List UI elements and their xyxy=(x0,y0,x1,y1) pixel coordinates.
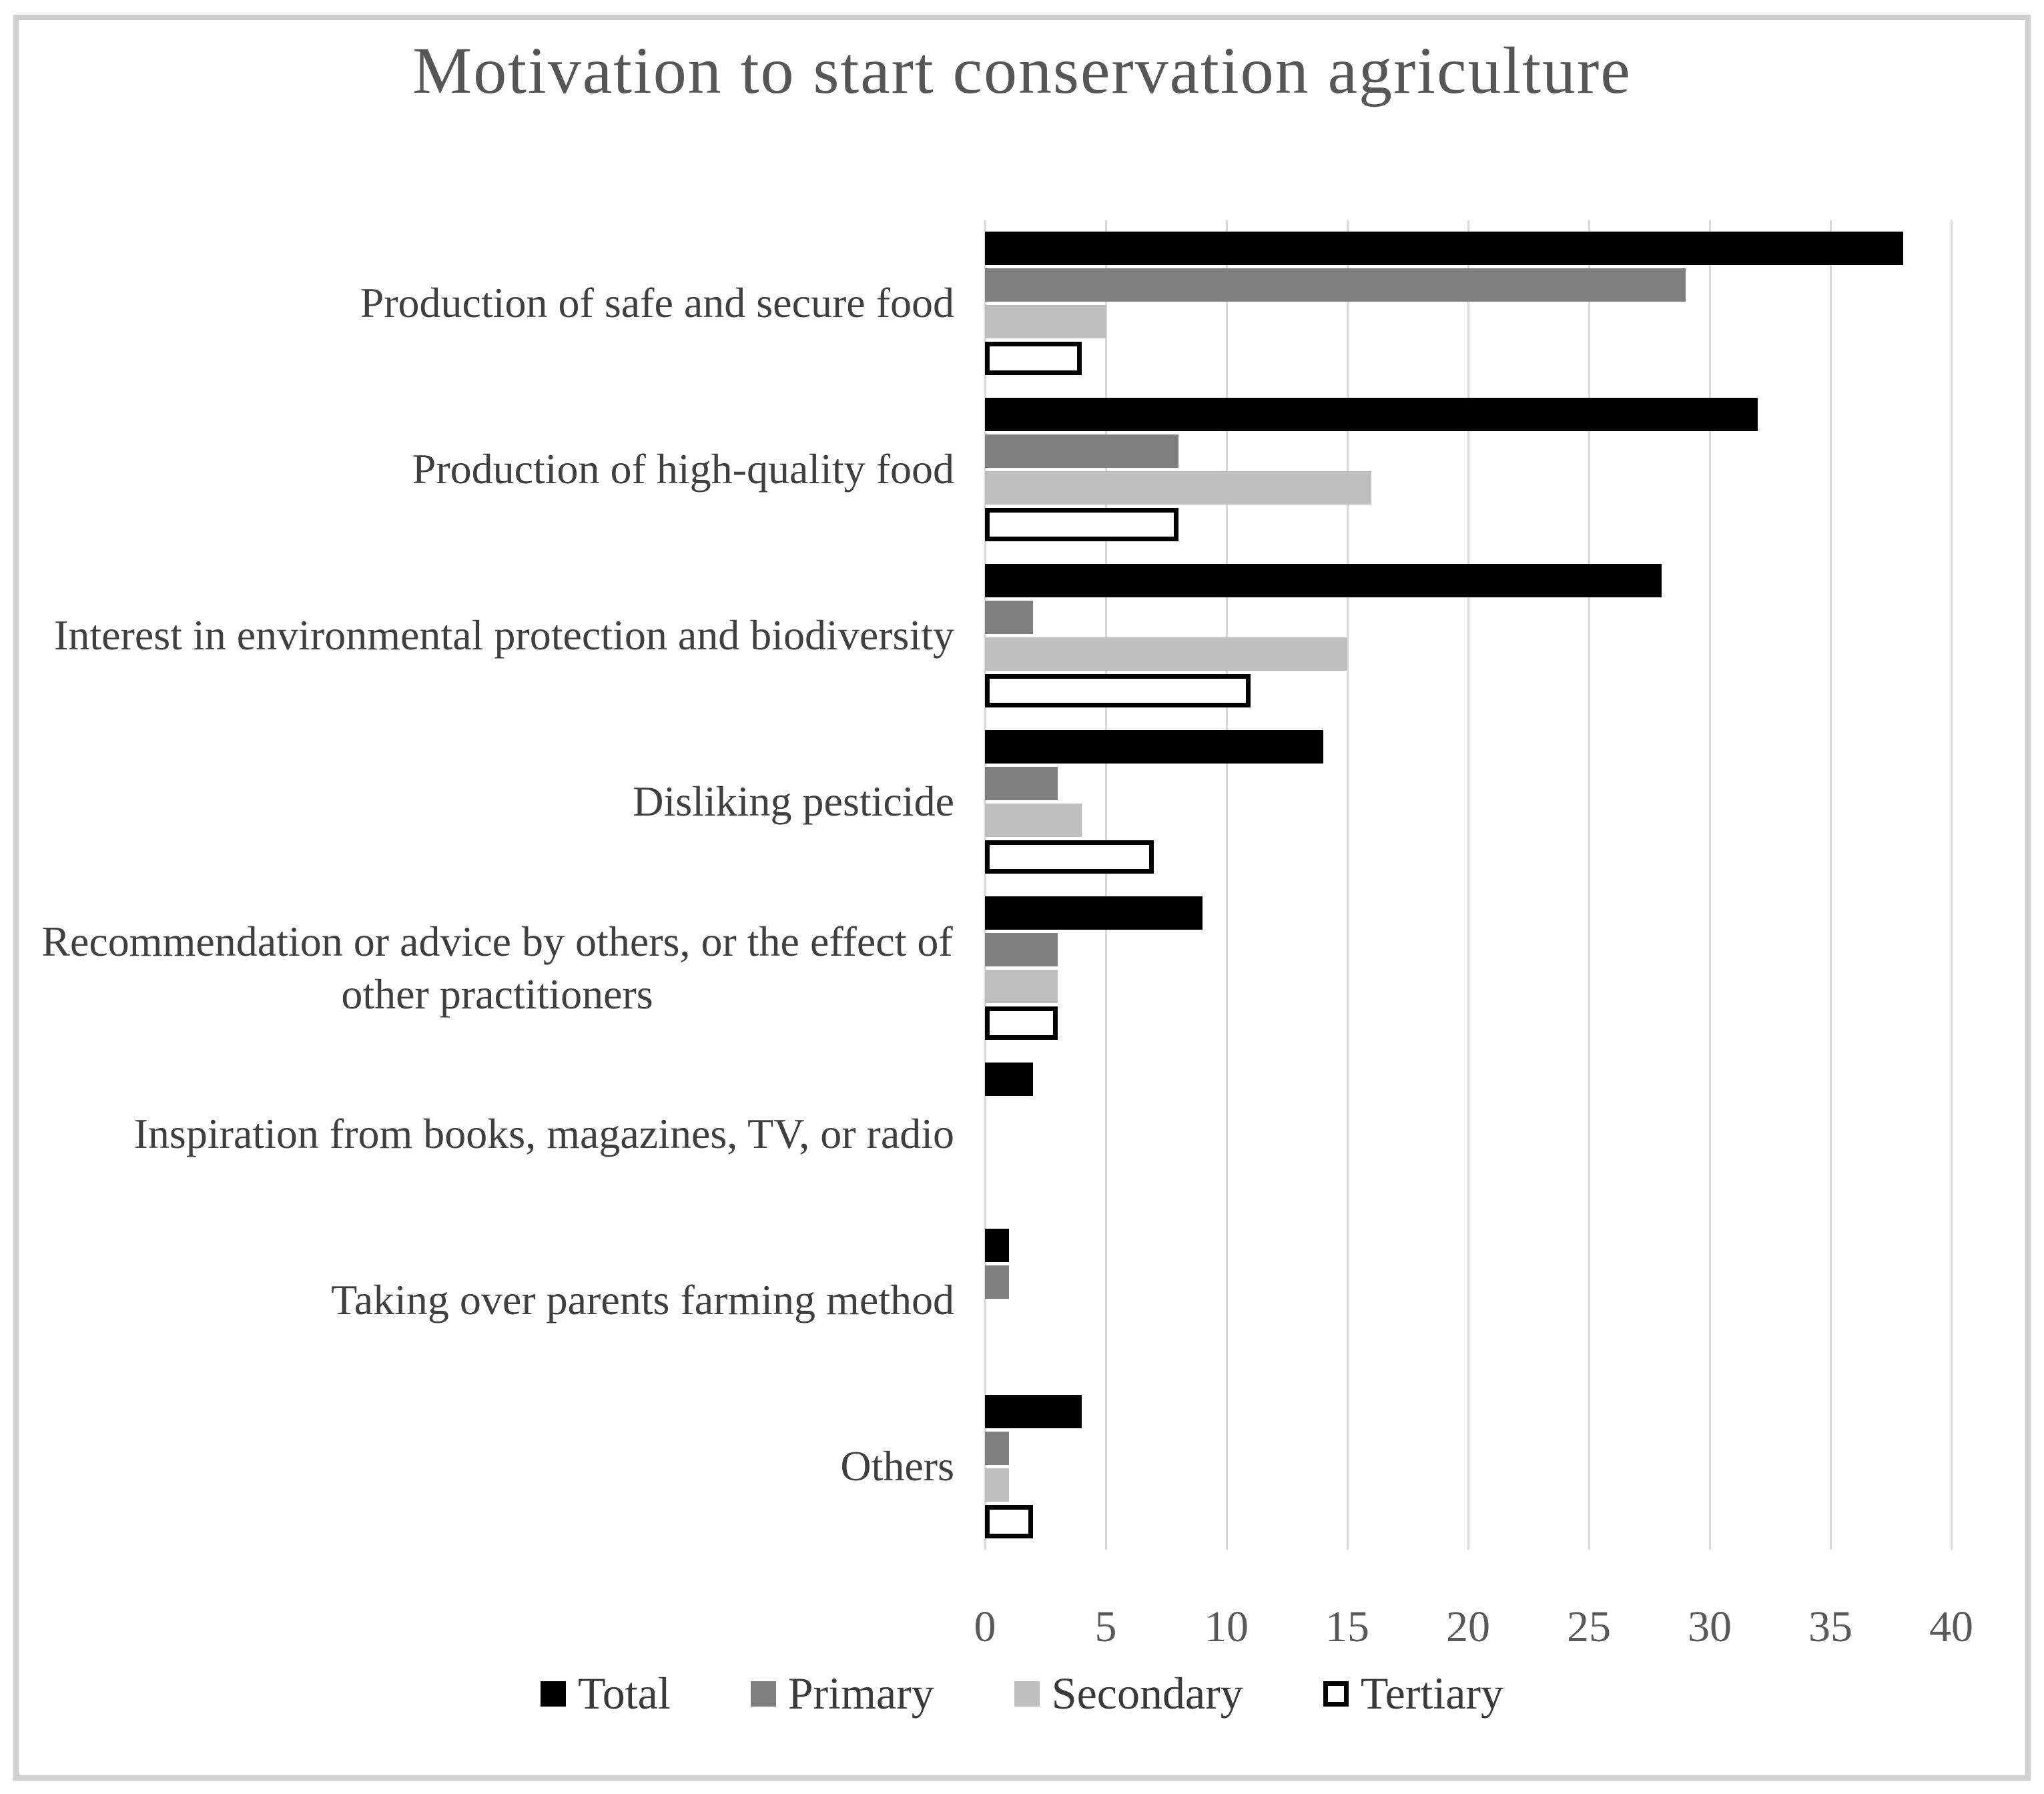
category-label: Interest in environmental protection and… xyxy=(54,611,954,659)
legend-label-secondary: Secondary xyxy=(1051,1668,1243,1719)
bar-tertiary xyxy=(985,508,1178,541)
category-label: Disliking pesticide xyxy=(633,778,954,826)
bar-total xyxy=(985,896,1203,930)
bar-total xyxy=(985,232,1903,265)
bar-secondary xyxy=(985,471,1372,505)
category-label: Taking over parents farming method xyxy=(331,1276,954,1324)
legend-item-total: Total xyxy=(540,1667,671,1720)
bar-total xyxy=(985,1229,1010,1262)
gridline xyxy=(1346,220,1349,1550)
chart-title: Motivation to start conservation agricul… xyxy=(412,33,1632,107)
bar-tertiary xyxy=(985,342,1082,375)
gridline xyxy=(1708,220,1711,1550)
bar-total xyxy=(985,1063,1034,1096)
gridline xyxy=(1588,220,1590,1550)
x-tick-label: 15 xyxy=(1325,1602,1369,1651)
category-label: Inspiration from books, magazines, TV, o… xyxy=(133,1110,954,1158)
bar-primary xyxy=(985,933,1058,966)
secondary-swatch-icon xyxy=(1014,1681,1040,1707)
x-tick-label: 30 xyxy=(1688,1602,1732,1651)
legend-item-tertiary: Tertiary xyxy=(1323,1667,1503,1720)
bar-total xyxy=(985,398,1758,431)
bar-secondary xyxy=(985,970,1058,1003)
gridline xyxy=(984,220,986,1550)
bar-primary xyxy=(985,767,1058,800)
legend-label-total: Total xyxy=(577,1668,671,1719)
bar-tertiary xyxy=(985,1006,1058,1040)
bar-tertiary xyxy=(985,840,1154,874)
bar-secondary xyxy=(985,305,1106,338)
x-tick-label: 20 xyxy=(1446,1602,1490,1651)
bar-secondary xyxy=(985,637,1347,671)
legend: Total Primary Secondary Tertiary xyxy=(0,1667,2044,1720)
bar-total xyxy=(985,730,1323,764)
legend-label-primary: Primary xyxy=(787,1668,934,1719)
x-tick-label: 0 xyxy=(974,1602,996,1651)
category-label: Production of safe and secure food xyxy=(360,279,954,327)
gridline xyxy=(1225,220,1228,1550)
bar-total xyxy=(985,564,1662,597)
bar-primary xyxy=(985,434,1178,468)
bar-tertiary xyxy=(985,674,1251,707)
bar-secondary xyxy=(985,1468,1010,1502)
gridline xyxy=(1950,220,1953,1550)
x-tick-label: 25 xyxy=(1567,1602,1611,1651)
bar-secondary xyxy=(985,804,1082,837)
category-label: Others xyxy=(840,1442,954,1490)
legend-label-tertiary: Tertiary xyxy=(1360,1668,1504,1719)
bar-primary xyxy=(985,268,1686,302)
x-tick-label: 10 xyxy=(1205,1602,1249,1651)
category-label: Production of high-quality food xyxy=(412,445,954,493)
gridline xyxy=(1829,220,1832,1550)
category-label: Recommendation or advice by others, or t… xyxy=(41,918,953,1018)
x-tick-label: 40 xyxy=(1929,1602,1973,1651)
gridline xyxy=(1467,220,1469,1550)
legend-item-secondary: Secondary xyxy=(1014,1667,1243,1720)
bar-total xyxy=(985,1395,1082,1428)
x-tick-label: 5 xyxy=(1094,1602,1117,1651)
bar-tertiary xyxy=(985,1505,1034,1538)
bar-primary xyxy=(985,1265,1010,1299)
bar-primary xyxy=(985,1432,1010,1465)
gridline xyxy=(1104,220,1107,1550)
tertiary-swatch-icon xyxy=(1323,1681,1349,1707)
total-swatch-icon xyxy=(540,1681,566,1707)
bar-primary xyxy=(985,601,1034,634)
x-tick-label: 35 xyxy=(1808,1602,1852,1651)
primary-swatch-icon xyxy=(750,1681,776,1707)
legend-item-primary: Primary xyxy=(750,1667,934,1720)
